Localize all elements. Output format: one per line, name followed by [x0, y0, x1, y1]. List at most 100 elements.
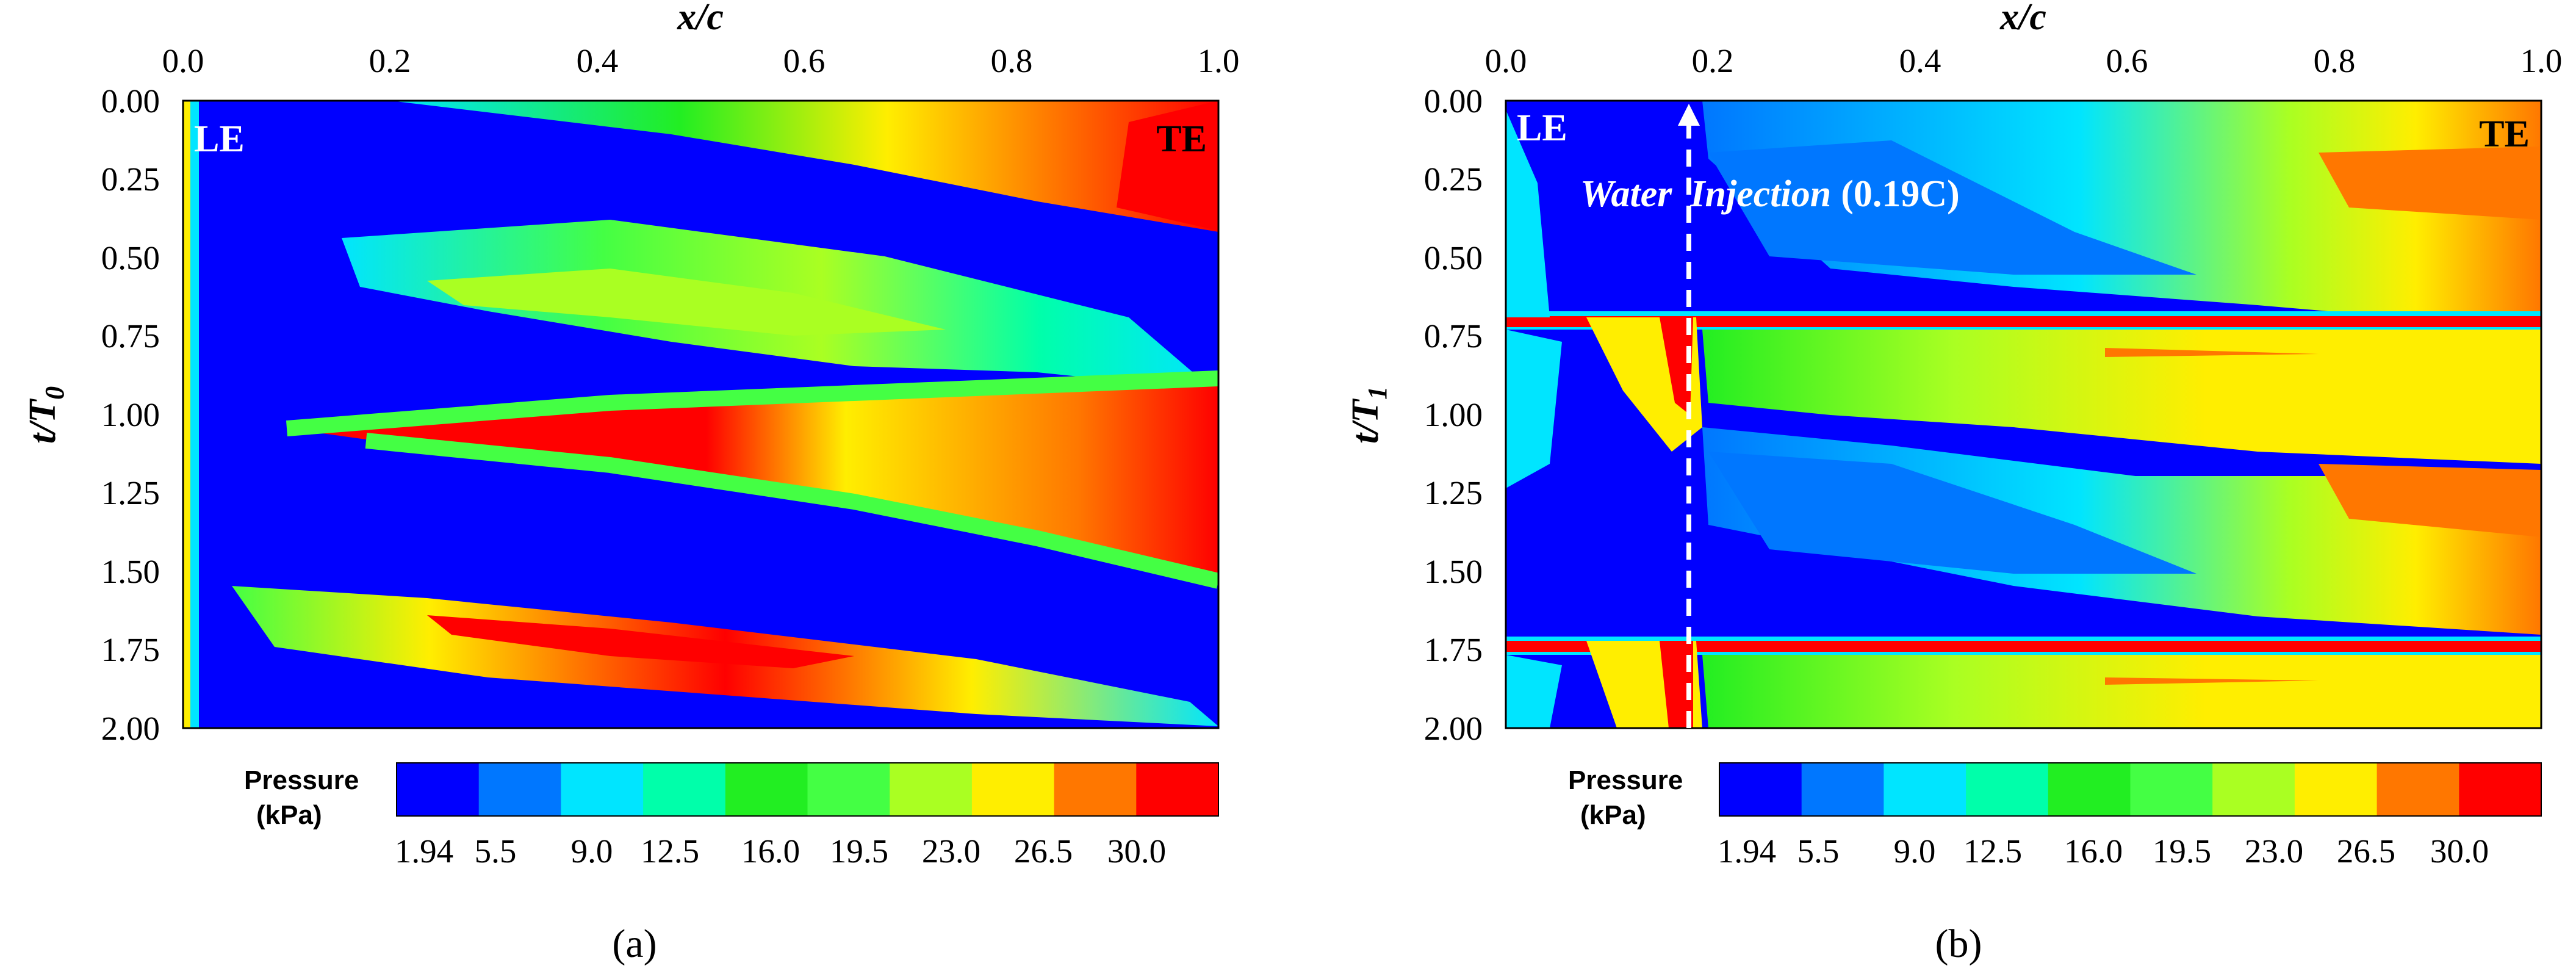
panel-b-cb-tick: 1.94 — [1718, 832, 1776, 870]
panel-a-x-axis-label: x/c — [677, 0, 724, 38]
colorbar-swatch — [807, 763, 890, 816]
panel-b-injection-position: (0.19C) — [1841, 173, 1960, 215]
colorbar-swatch — [2459, 763, 2542, 816]
panel-b-region-3-inner — [1708, 452, 2196, 574]
panel-a-cb-tick: 26.5 — [1014, 832, 1073, 870]
panel-b-shock-1 — [1506, 316, 2541, 327]
panel-b-x-tick: 0.6 — [2106, 42, 2148, 79]
panel-b-x-tick: 1.0 — [2520, 42, 2563, 79]
panel-b-cb-tick: 12.5 — [1963, 832, 2022, 870]
panel-b-y-tick: 1.25 — [1424, 474, 1483, 511]
panel-a-x-ticks: 0.0 0.2 0.4 0.6 0.8 1.0 — [162, 42, 1240, 79]
panel-a-le-strip — [183, 101, 190, 728]
panel-b-x-tick: 0.8 — [2314, 42, 2356, 79]
panel-b-x-tick: 0.2 — [1692, 42, 1734, 79]
panel-b-y-axis-label: t/T1 — [1345, 386, 1392, 444]
panel-a: 0.0 0.2 0.4 0.6 0.8 1.0 x/c 0.00 0.25 0.… — [22, 0, 1239, 966]
panel-a-le-label: LE — [194, 118, 245, 160]
panel-a-colorbar-ticks: 1.94 5.5 9.0 12.5 16.0 19.5 23.0 26.5 30… — [395, 832, 1166, 870]
panel-a-colorbar-unit: (kPa) — [256, 800, 322, 830]
panel-a-y-ticks: 0.00 0.25 0.50 0.75 1.00 1.25 1.50 1.75 … — [101, 82, 160, 747]
panel-a-colorbar-cells — [397, 763, 1219, 816]
panel-a-colorbar: Pressure (kPa) 1.94 5.5 9.0 12.5 16.0 19… — [244, 762, 1219, 870]
colorbar-swatch — [1054, 763, 1137, 816]
panel-b-le-zone — [1506, 110, 1562, 728]
panel-b-cb-tick: 26.5 — [2337, 832, 2395, 870]
panel-a-cb-tick: 30.0 — [1107, 832, 1166, 870]
panel-a-frame — [182, 99, 1220, 729]
panel-b-colorbar-frame — [1719, 762, 2542, 817]
panel-a-le-strip-2 — [190, 101, 199, 728]
colorbar-swatch — [643, 763, 726, 816]
panel-a-y-tick: 2.00 — [101, 710, 160, 747]
panel-b-frame — [1505, 99, 2542, 729]
panel-b-x-ticks: 0.0 0.2 0.4 0.6 0.8 1.0 — [1485, 42, 2563, 79]
panel-b-y-tick: 2.00 — [1424, 710, 1483, 747]
panel-b-colorbar-unit: (kPa) — [1580, 800, 1646, 830]
panel-a-colorbar-title: Pressure — [244, 765, 359, 795]
panel-a-cb-tick: 19.5 — [830, 832, 888, 870]
panel-b-le-label: LE — [1517, 107, 1567, 149]
panel-a-x-tick: 0.0 — [162, 42, 204, 79]
panel-a-cb-tick: 5.5 — [475, 832, 517, 870]
panel-a-band-1 — [390, 101, 1218, 232]
panel-b-y-tick: 1.00 — [1424, 396, 1483, 433]
panel-b-injection-label: Water Injection (0.19C) — [1580, 173, 1960, 215]
colorbar-swatch — [1966, 763, 2049, 816]
panel-b-upper-hot — [2319, 146, 2541, 220]
panel-b-cb-tick: 23.0 — [2245, 832, 2303, 870]
panel-b-injection-hot-1-core — [1660, 317, 1693, 415]
panel-b-region-4-hot — [2105, 677, 2319, 685]
panel-a-x-tick: 1.0 — [1198, 42, 1240, 79]
panel-b-caption: (b) — [1935, 922, 1982, 966]
panel-a-cb-tick: 1.94 — [395, 832, 453, 870]
panel-b-te-label: TE — [2479, 114, 2530, 155]
panel-a-y-tick: 0.00 — [101, 82, 160, 120]
panel-a-y-tick: 1.50 — [101, 553, 160, 590]
panel-a-cb-tick: 12.5 — [641, 832, 699, 870]
colorbar-swatch — [2130, 763, 2213, 816]
panel-b-colorbar-ticks: 1.94 5.5 9.0 12.5 16.0 19.5 23.0 26.5 30… — [1718, 832, 2489, 870]
panel-b-upper-inner — [1708, 140, 2196, 275]
panel-a-x-tick: 0.2 — [369, 42, 411, 79]
panel-a-x-tick: 0.4 — [577, 42, 619, 79]
panel-a-band-1-core — [1117, 101, 1218, 231]
panel-b-injection-word2: Injection — [1689, 173, 1831, 215]
panel-a-y-tick: 1.25 — [101, 474, 160, 511]
panel-b-injection-hot-2-core — [1660, 641, 1693, 728]
panel-a-cb-tick: 23.0 — [922, 832, 980, 870]
panel-a-y-tick: 1.00 — [101, 396, 160, 433]
colorbar-swatch — [478, 763, 561, 816]
panel-b-y-tick: 0.75 — [1424, 317, 1483, 355]
panel-a-te-label: TE — [1156, 118, 1207, 160]
panel-b-y-ticks: 0.00 0.25 0.50 0.75 1.00 1.25 1.50 1.75 … — [1424, 82, 1483, 747]
panel-b-y-tick: 0.25 — [1424, 161, 1483, 198]
panel-b-x-tick: 0.4 — [1899, 42, 1941, 79]
panel-b-y-tick: 1.75 — [1424, 631, 1483, 668]
panel-b-region-3-hot — [2319, 464, 2541, 537]
panel-b-x-axis-label: x/c — [1999, 0, 2046, 38]
panel-a-y-tick: 0.50 — [101, 239, 160, 276]
panel-a-band-3-halo — [286, 370, 1218, 589]
panel-a-y-tick: 1.75 — [101, 631, 160, 668]
panel-a-y-tick: 0.75 — [101, 317, 160, 355]
panel-a-band-4-core — [427, 615, 854, 668]
colorbar-swatch — [2212, 763, 2295, 816]
panel-b-injection-word1: Water — [1580, 173, 1672, 215]
panel-b-colorbar-cells — [1719, 763, 2542, 816]
panel-b-colorbar: Pressure (kPa) 1.94 5.5 9.0 12.5 16.0 19… — [1568, 762, 2542, 870]
panel-a-y-label-base: t/T — [22, 399, 63, 444]
colorbar-swatch — [397, 763, 480, 816]
colorbar-swatch — [725, 763, 808, 816]
panel-b-region-4 — [1702, 655, 2541, 728]
panel-b-cb-tick: 19.5 — [2153, 832, 2211, 870]
panel-b-injection-arrow-icon — [1678, 104, 1700, 126]
panel-b-cb-tick: 5.5 — [1797, 832, 1840, 870]
panel-b-y-label-base: t/T — [1345, 399, 1386, 444]
colorbar-swatch — [890, 763, 973, 816]
panel-b-region-2-hot — [2105, 348, 2319, 357]
panel-b-field — [1506, 101, 2541, 728]
colorbar-swatch — [2376, 763, 2459, 816]
panel-a-x-tick: 0.6 — [783, 42, 826, 79]
panel-b-y-tick: 1.50 — [1424, 553, 1483, 590]
